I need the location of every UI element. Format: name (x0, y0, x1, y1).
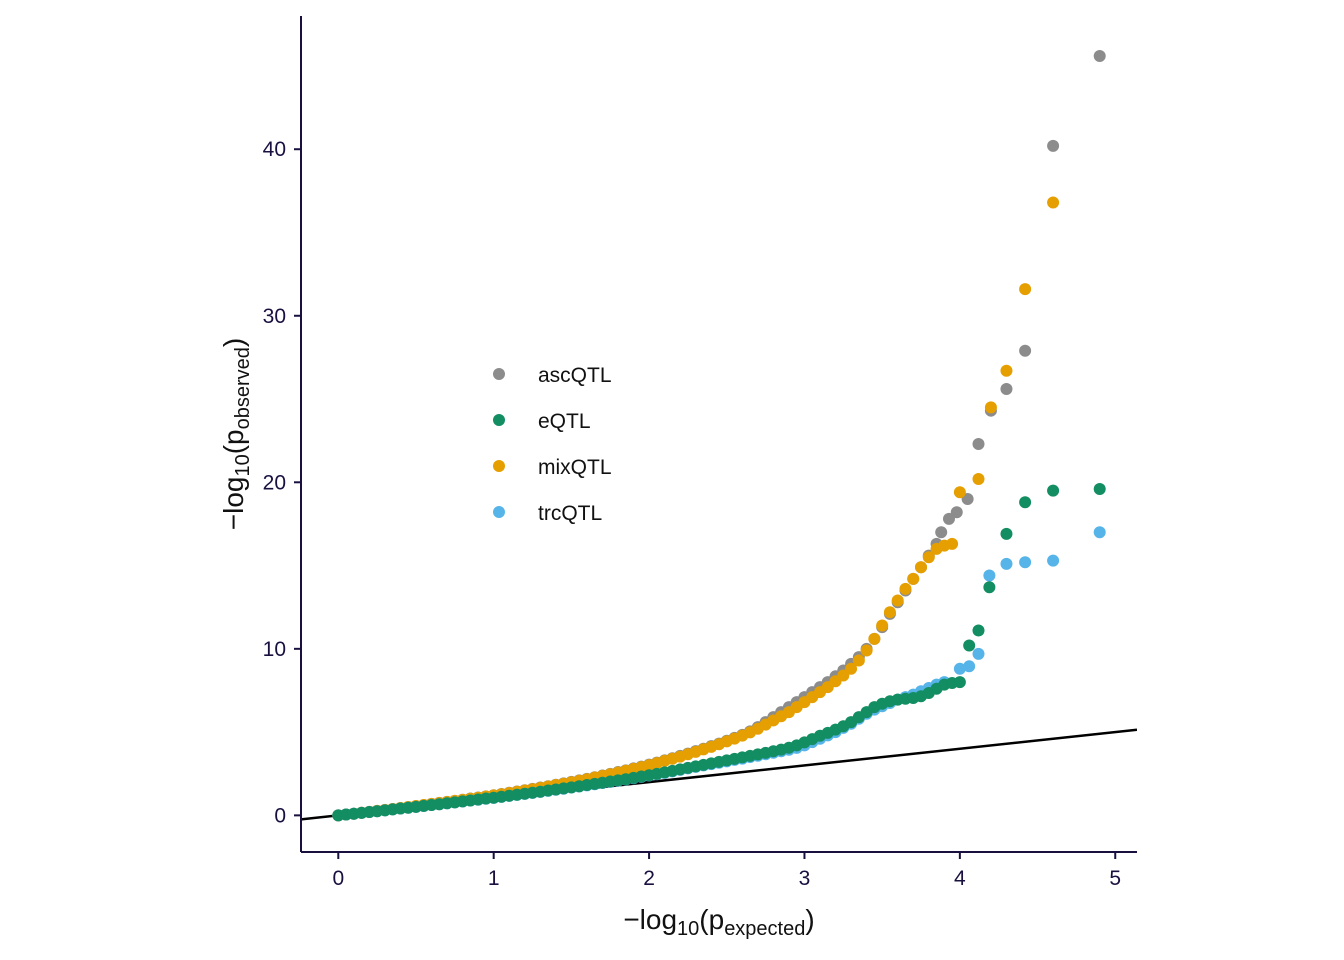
point-mixqtl (876, 619, 889, 632)
point-mixqtl (837, 669, 850, 682)
point-trcqtl (1093, 526, 1106, 539)
legend-label-eqtl: eQTL (538, 410, 591, 433)
x-tick-label: 4 (954, 867, 966, 890)
x-tick-label: 3 (799, 867, 811, 890)
point-trcqtl (1019, 556, 1032, 569)
x-tick-label: 1 (488, 867, 500, 890)
y-axis-title-open: (p (218, 429, 249, 454)
y-axis-title-close: ) (218, 338, 249, 347)
point-trcqtl (953, 662, 966, 675)
point-eqtl (953, 676, 966, 689)
point-ascqtl (1000, 383, 1013, 396)
legend-item-eqtl: eQTL (493, 410, 591, 433)
point-ascqtl (961, 492, 974, 505)
point-mixqtl (899, 582, 912, 595)
legend-label-mixqtl: mixQTL (538, 456, 612, 479)
x-axis-title: −log10(pexpected) (623, 904, 814, 940)
point-eqtl (1093, 482, 1106, 495)
point-ascqtl (950, 506, 963, 519)
point-mixqtl (845, 662, 858, 675)
x-axis-title-close: ) (805, 904, 814, 935)
point-mixqtl (891, 594, 904, 607)
point-mixqtl (852, 654, 865, 667)
legend: ascQTL eQTL mixQTL trcQTL (493, 364, 612, 525)
point-mixqtl (868, 632, 881, 645)
y-axis-title-base: 10 (232, 454, 254, 476)
point-eqtl (1047, 484, 1060, 497)
point-mixqtl (946, 537, 959, 550)
legend-label-ascqtl: ascQTL (538, 364, 612, 387)
legend-swatch-eqtl (493, 414, 505, 426)
x-axis-title-open: (p (699, 904, 724, 935)
y-tick-label: 40 (263, 138, 286, 161)
series-trcqtl (332, 526, 1106, 822)
point-eqtl (963, 639, 976, 652)
point-ascqtl (1093, 49, 1106, 62)
legend-swatch-mixqtl (493, 460, 505, 472)
x-axis-title-base: 10 (677, 918, 699, 940)
legend-item-trcqtl: trcQTL (493, 502, 602, 525)
series-mixqtl (332, 0, 1106, 822)
point-eqtl (972, 624, 985, 637)
point-mixqtl (972, 472, 985, 485)
y-axis-title-subscript: observed (232, 347, 254, 429)
point-mixqtl (1094, 0, 1106, 6)
point-ascqtl (1019, 344, 1032, 357)
point-ascqtl (935, 526, 948, 539)
legend-item-mixqtl: mixQTL (493, 456, 612, 479)
x-tick-label: 2 (643, 867, 655, 890)
series-eqtl (332, 482, 1106, 822)
y-tick-label: 20 (263, 471, 286, 494)
point-mixqtl (922, 551, 935, 564)
y-tick-label: 10 (263, 638, 286, 661)
point-mixqtl (860, 644, 873, 657)
series-ascqtl (332, 49, 1106, 822)
legend-swatch-trcqtl (493, 506, 505, 518)
point-ascqtl (972, 437, 985, 450)
point-ascqtl (942, 512, 955, 525)
point-trcqtl (983, 569, 996, 582)
point-trcqtl (1047, 554, 1060, 567)
point-mixqtl (915, 561, 928, 574)
x-tick-label: 5 (1109, 867, 1121, 890)
legend-label-trcqtl: trcQTL (538, 502, 602, 525)
point-trcqtl (963, 660, 976, 673)
y-tick-label: 0 (274, 804, 286, 827)
point-mixqtl (984, 401, 997, 414)
point-mixqtl (1019, 283, 1032, 296)
x-axis-title-prefix: −log (623, 904, 677, 935)
point-eqtl (1019, 496, 1032, 509)
y-axis-title-prefix: −log (218, 477, 249, 531)
point-ascqtl (1047, 139, 1060, 152)
point-mixqtl (907, 572, 920, 585)
point-mixqtl (953, 486, 966, 499)
point-trcqtl (1000, 557, 1013, 570)
y-axis-title: −log10(pobserved) (218, 338, 254, 530)
point-trcqtl (972, 647, 985, 660)
point-eqtl (1000, 527, 1013, 540)
point-mixqtl (883, 606, 896, 619)
x-axis-title-subscript: expected (724, 918, 805, 940)
point-mixqtl (1047, 196, 1060, 209)
x-tick-label: 0 (332, 867, 344, 890)
point-eqtl (983, 581, 996, 594)
legend-swatch-ascqtl (493, 368, 505, 380)
legend-item-ascqtl: ascQTL (493, 364, 612, 387)
y-tick-label: 30 (263, 305, 286, 328)
point-mixqtl (1000, 364, 1013, 377)
